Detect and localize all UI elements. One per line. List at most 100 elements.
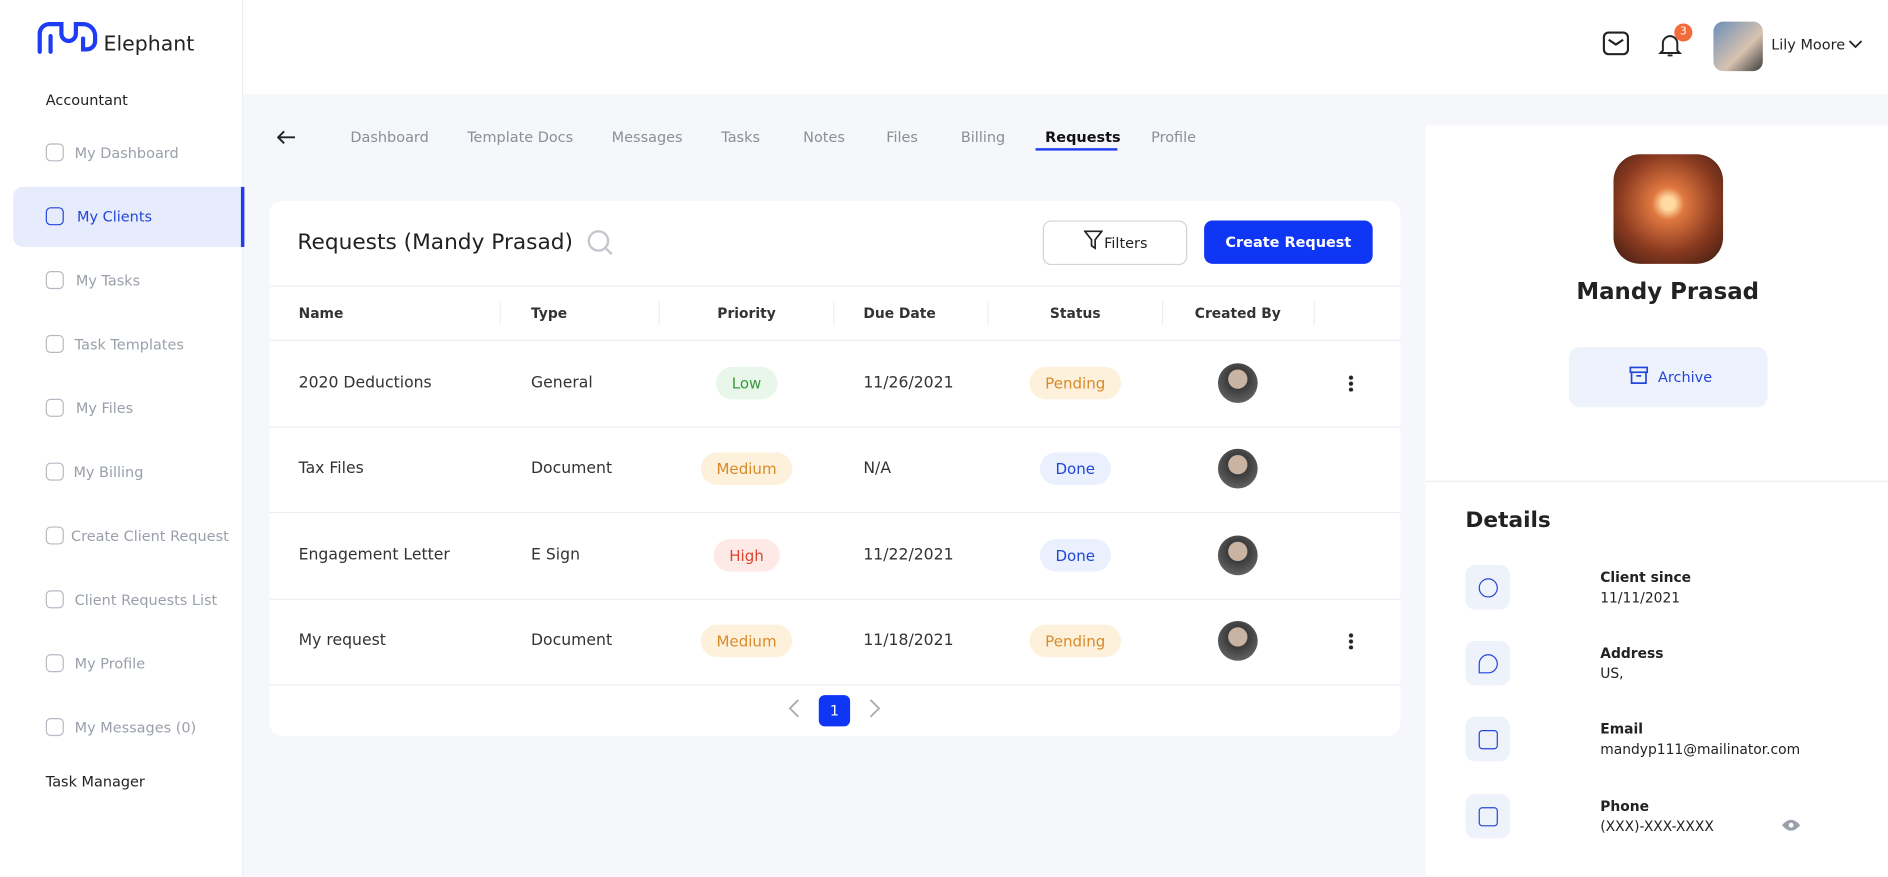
sidebar-section[interactable]: Accountant	[45, 91, 128, 109]
row-divider	[269, 684, 1401, 686]
sidebar-item[interactable]: My Profile	[74, 655, 146, 673]
field-label: Phone	[1600, 797, 1650, 815]
brand: Elephant	[103, 32, 195, 57]
archive-icon	[1629, 366, 1649, 384]
status-badge: Done	[1039, 539, 1111, 572]
prev-page[interactable]	[787, 699, 799, 718]
requests-card	[269, 201, 1401, 737]
field-icon-glyph	[1478, 730, 1498, 750]
field-icon-glyph	[1478, 578, 1498, 598]
mail-icon[interactable]	[1602, 31, 1630, 56]
archive-label: Archive	[1658, 368, 1713, 386]
cell: 11/26/2021	[863, 374, 954, 393]
field-value: mandyp111@mailinator.com	[1600, 740, 1801, 758]
user-avatar[interactable]	[1713, 21, 1763, 72]
sidebar-item[interactable]: My Dashboard	[74, 144, 179, 162]
next-page[interactable]	[869, 699, 881, 718]
tab-underline	[1035, 148, 1118, 151]
sidebar-item[interactable]: My Files	[75, 399, 134, 417]
sidebar-icon	[45, 334, 64, 353]
client-avatar	[1613, 154, 1724, 264]
page-number[interactable]: 1	[818, 695, 851, 727]
cell: Document	[531, 459, 613, 478]
status-badge: Done	[1039, 452, 1111, 485]
cell: 11/18/2021	[863, 631, 954, 650]
filters-label: Filters	[1104, 234, 1148, 252]
sidebar-item[interactable]: My Messages (0)	[74, 719, 197, 737]
bell-icon[interactable]	[1658, 31, 1683, 58]
status-badge: Pending	[1029, 624, 1122, 658]
details-title: Details	[1465, 507, 1551, 534]
divider	[1425, 480, 1888, 482]
tab[interactable]: Requests	[1045, 128, 1121, 146]
reveal-icon[interactable]	[1781, 818, 1801, 832]
field-icon-glyph	[1478, 654, 1498, 674]
creator-avatar	[1217, 448, 1258, 489]
sidebar-item[interactable]: Client Requests List	[74, 591, 218, 609]
field-label: Email	[1600, 720, 1643, 738]
priority-badge: Medium	[700, 624, 793, 658]
sidebar-icon	[45, 143, 64, 162]
tab[interactable]: Files	[886, 128, 918, 146]
notification-badge: 3	[1674, 23, 1693, 42]
create-request-button[interactable]: Create Request	[1204, 220, 1373, 264]
back-arrow[interactable]	[276, 130, 296, 145]
tab[interactable]: Notes	[803, 128, 845, 146]
creator-avatar	[1217, 621, 1258, 661]
sidebar-icon	[45, 398, 64, 417]
tab[interactable]: Dashboard	[350, 128, 429, 146]
cell: Tax Files	[298, 459, 364, 478]
cell: 2020 Deductions	[298, 374, 432, 393]
active-item	[13, 186, 245, 247]
cell: N/A	[863, 459, 892, 478]
row-menu[interactable]	[1348, 374, 1354, 392]
column-separator	[499, 301, 501, 326]
sidebar-item[interactable]: My Tasks	[75, 272, 141, 290]
tab[interactable]: Profile	[1151, 128, 1197, 146]
cell: 11/22/2021	[863, 546, 954, 565]
sidebar-item[interactable]: My Clients	[77, 208, 153, 226]
column-header: Type	[531, 304, 568, 322]
tab[interactable]: Billing	[960, 128, 1006, 146]
logo	[37, 21, 98, 54]
column-header: Created By	[1194, 304, 1281, 322]
column-header: Status	[1049, 304, 1101, 322]
sidebar-icon	[45, 207, 64, 226]
divider	[269, 339, 1401, 341]
row-menu[interactable]	[1348, 632, 1354, 650]
field-icon	[1465, 793, 1510, 839]
column-separator	[1313, 301, 1315, 326]
chevron[interactable]	[1848, 40, 1863, 50]
field-label: Client since	[1600, 568, 1692, 586]
field-label: Address	[1600, 644, 1664, 662]
sidebar-item[interactable]: Task Templates	[74, 336, 184, 353]
client-name: Mandy Prasad	[1576, 278, 1760, 305]
cell: Document	[531, 631, 613, 650]
sidebar-icon	[45, 462, 64, 481]
row-divider	[269, 598, 1401, 600]
field-icon-glyph	[1478, 807, 1498, 827]
tab[interactable]: Template Docs	[467, 128, 574, 146]
sidebar-icon	[45, 526, 64, 545]
sidebar-icon	[45, 718, 64, 737]
user-name[interactable]: Lily Moore	[1771, 36, 1846, 54]
sidebar-item[interactable]: Create Client Request	[71, 527, 229, 545]
priority-badge: High	[713, 539, 780, 572]
sidebar-item[interactable]: My Billing	[73, 463, 144, 481]
filters-button[interactable]	[1042, 220, 1188, 266]
sidebar-section[interactable]: Task Manager	[45, 773, 145, 791]
tab[interactable]: Messages	[611, 128, 683, 146]
field-value: 11/11/2021	[1600, 589, 1681, 606]
row-divider	[269, 426, 1401, 428]
column-separator	[987, 301, 989, 326]
sidebar-icon	[45, 590, 64, 609]
search-icon[interactable]	[586, 229, 613, 256]
field-icon	[1465, 716, 1510, 762]
column-separator	[1161, 301, 1164, 326]
priority-badge: Medium	[700, 452, 793, 485]
tab[interactable]: Tasks	[721, 128, 760, 146]
priority-badge: Low	[716, 366, 778, 400]
archive-button[interactable]	[1568, 346, 1768, 408]
cell: Engagement Letter	[298, 546, 450, 565]
